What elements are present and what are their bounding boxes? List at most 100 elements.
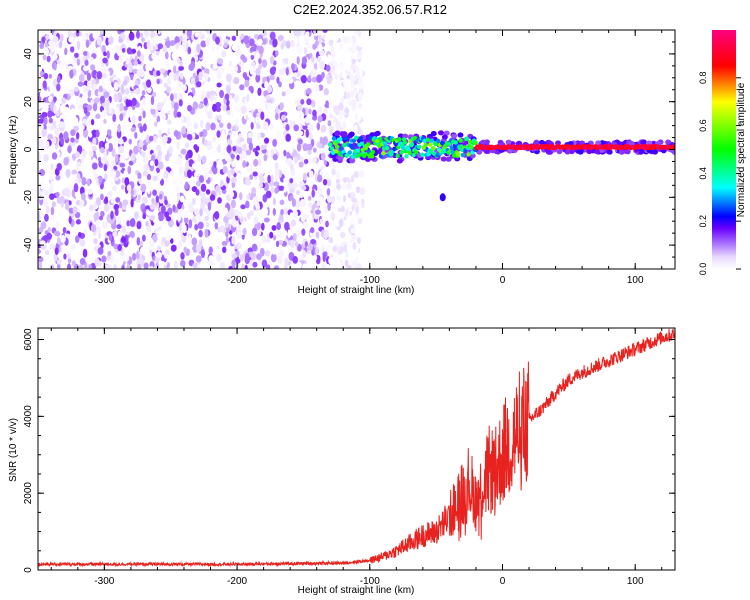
spectrogram-noise-cell: [163, 170, 169, 179]
spectrogram-noise-cell: [224, 221, 230, 229]
spectrogram-noise-cell: [117, 243, 122, 252]
spectrogram-noise-cell: [117, 123, 121, 133]
spectrogram-noise-cell: [306, 42, 311, 49]
spectrogram-noise-cell: [257, 158, 262, 167]
spectrogram-noise-cell: [97, 232, 102, 239]
spectrogram-noise-cell: [332, 254, 339, 262]
spectrogram-noise-cell: [113, 203, 120, 210]
spectrogram-noise-cell: [139, 133, 146, 141]
spectrogram-noise-cell: [50, 206, 55, 216]
spectrogram-noise-cell: [120, 236, 127, 244]
spectrogram-signal-cell: [452, 144, 458, 149]
spectrogram-noise-cell: [292, 232, 297, 242]
spectrogram-noise-cell: [280, 151, 284, 161]
spectrogram-noise-cell: [359, 187, 366, 196]
spectrogram-noise-cell: [133, 145, 139, 155]
spectrogram-noise-cell: [216, 82, 222, 88]
spectrogram-noise-cell: [323, 159, 327, 166]
spectrogram-noise-cell: [172, 204, 176, 212]
spectrogram-noise-cell: [290, 167, 296, 177]
spectrogram-noise-cell: [131, 97, 137, 107]
spectrogram-noise-cell: [252, 98, 256, 108]
spectrogram-noise-cell: [272, 38, 278, 48]
spectrogram-noise-cell: [199, 131, 204, 137]
spectrogram-noise-cell: [312, 147, 317, 153]
spectrogram-noise-cell: [101, 72, 108, 79]
spectrogram-noise-cell: [231, 177, 237, 184]
spectrogram-noise-cell: [201, 76, 206, 83]
spectrogram-noise-cell: [188, 219, 193, 229]
spectrogram-noise-cell: [356, 237, 361, 245]
spectrogram-noise-cell: [240, 105, 247, 115]
spectrogram-noise-cell: [125, 99, 130, 108]
spectrogram-signal-halo: [437, 130, 444, 136]
spectrogram-noise-cell: [169, 40, 176, 47]
spectrogram-noise-cell: [265, 264, 271, 269]
spectrogram-noise-cell: [195, 189, 200, 196]
spectrogram-noise-cell: [100, 210, 105, 218]
snr-frame: [37, 327, 676, 571]
spectrogram-noise-cell: [49, 193, 55, 201]
spectrogram-noise-cell: [85, 85, 90, 92]
spectrogram-noise-cell: [129, 230, 135, 239]
spectrogram-noise-cell: [204, 197, 211, 203]
spectrogram-noise-cell: [38, 233, 41, 240]
spectrogram-noise-cell: [162, 134, 168, 144]
spectrogram-noise-cell: [249, 174, 254, 180]
spectrogram-noise-cell: [166, 234, 172, 240]
spectrogram-noise-cell: [40, 221, 47, 230]
spectrogram-noise-cell: [221, 130, 226, 137]
spectrogram-signal-cell: [354, 135, 359, 140]
spectrogram-signal-cell: [409, 142, 415, 147]
spectrogram-noise-cell: [275, 50, 279, 57]
spectrogram-noise-cell: [261, 30, 268, 37]
spectrogram-noise-cell: [198, 175, 205, 183]
snr-x-tick-label: -200: [227, 576, 247, 587]
spectrogram-noise-cell: [201, 61, 208, 68]
spectrogram-noise-cell: [38, 256, 44, 263]
spectrogram-noise-cell: [38, 104, 42, 110]
spectrogram-noise-cell: [60, 136, 64, 145]
spectrogram-noise-cell: [352, 234, 357, 241]
spectrogram-noise-cell: [336, 183, 341, 191]
spectrogram-noise-cell: [50, 163, 54, 171]
spectrogram-noise-cell: [146, 210, 151, 217]
spectrogram-noise-cell: [298, 111, 305, 119]
spectrogram-noise-cell: [237, 211, 243, 219]
spectrogram-noise-cell: [357, 111, 362, 122]
spectrogram-noise-cell: [78, 74, 85, 82]
spectrogram-noise-cell: [59, 59, 65, 69]
spectrogram-noise-cell: [103, 91, 110, 98]
spectrogram-noise-cell: [176, 80, 183, 88]
spectrogram-noise-cell: [79, 257, 86, 266]
spectrogram-noise-cell: [94, 97, 101, 103]
spectrogram-noise-cell: [229, 186, 233, 195]
spectrogram-noise-cell: [275, 240, 280, 248]
spectrogram-noise-cell: [92, 30, 97, 39]
spectrogram-noise-cell: [205, 222, 210, 228]
spectrogram-noise-cell: [195, 244, 202, 253]
spectrogram-noise-cell: [142, 234, 146, 242]
spectrogram-noise-cell: [53, 62, 57, 71]
spectrogram-noise-cell: [233, 94, 240, 102]
spectrogram-noise-cell: [120, 217, 126, 227]
spectrogram-noise-cell: [241, 263, 246, 269]
spectrogram-noise-cell: [240, 204, 246, 210]
spectrogram-noise-cell: [113, 93, 119, 103]
spectrogram-noise-cell: [115, 215, 121, 223]
spectrogram-noise-cell: [47, 226, 51, 233]
spectrogram-noise-cell: [70, 59, 75, 65]
spectrogram-noise-cell: [157, 245, 162, 252]
spectrogram-noise-cell: [56, 237, 61, 245]
spectrogram-noise-cell: [351, 260, 358, 269]
spectrogram-noise-cell: [38, 152, 41, 162]
spectrogram-noise-cell: [290, 219, 297, 228]
spectrogram-noise-cell: [107, 250, 112, 257]
spectrogram-noise-cell: [240, 54, 246, 61]
spectrogram-y-tick-label: 40: [23, 48, 34, 60]
spectrogram-noise-cell: [261, 222, 265, 231]
spectrogram-noise-cell: [235, 50, 240, 57]
spectrogram-noise-cell: [68, 216, 72, 225]
spectrogram-noise-cell: [130, 189, 135, 196]
spectrogram-noise-cell: [330, 70, 335, 77]
